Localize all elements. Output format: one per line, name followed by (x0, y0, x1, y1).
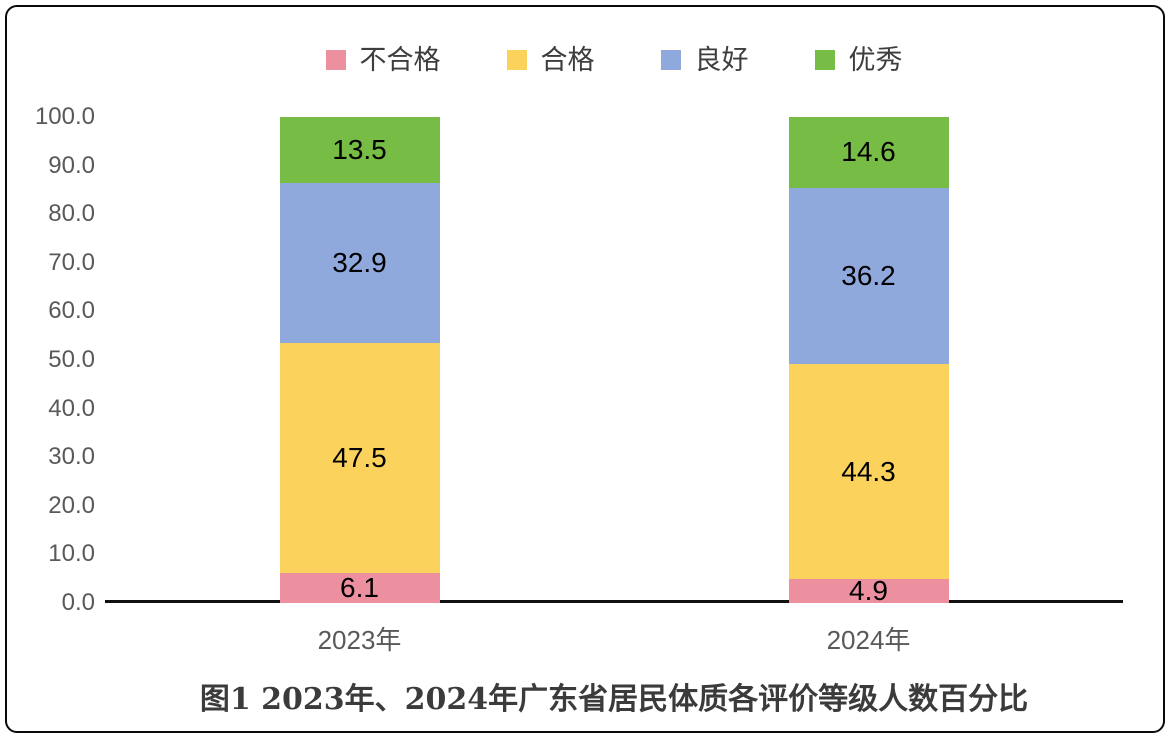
bar-value-label: 32.9 (332, 246, 387, 278)
bar-segment: 36.2 (788, 187, 949, 364)
x-axis-category-label: 2023年 (317, 625, 402, 655)
bar-segment: 32.9 (279, 182, 440, 343)
y-axis-tick-label: 10.0 (48, 540, 95, 568)
bar-segment: 6.1 (279, 572, 440, 604)
legend-item: 优秀 (814, 44, 903, 76)
y-axis-tick-label: 0.0 (61, 589, 95, 616)
chart-title: 图1 2023年、2024年广东省居民体质各评价等级人数百分比 (199, 682, 1029, 717)
y-axis-tick-label: 40.0 (48, 394, 95, 422)
legend-label: 合格 (540, 44, 595, 76)
y-axis-tick-label: 100.0 (34, 103, 95, 130)
bar-value-label: 4.9 (849, 575, 888, 607)
legend-item: 良好 (660, 44, 749, 76)
bar-segment: 44.3 (788, 363, 949, 580)
legend-label: 不合格 (359, 44, 441, 76)
figure-border (5, 5, 1165, 733)
legend-swatch-icon (325, 50, 346, 70)
x-axis-line (105, 600, 1123, 603)
y-axis-tick-label: 70.0 (48, 248, 95, 276)
legend-swatch-icon (814, 50, 835, 70)
x-axis-category-label: 2024年 (826, 625, 911, 655)
legend-swatch-icon (506, 50, 527, 70)
bar-value-label: 14.6 (841, 136, 896, 168)
bar-segment: 14.6 (788, 117, 949, 188)
legend-label: 良好 (694, 44, 749, 76)
bar-segment: 13.5 (279, 117, 440, 183)
bar-value-label: 47.5 (332, 441, 387, 473)
legend: 不合格 合格 良好 优秀 (105, 40, 1123, 80)
legend-item: 合格 (506, 44, 595, 76)
y-axis-tick-label: 90.0 (48, 151, 95, 179)
y-axis-tick-label: 30.0 (48, 443, 95, 471)
legend-item: 不合格 (325, 44, 441, 76)
legend-swatch-icon (660, 50, 681, 70)
bar-segment: 4.9 (788, 575, 949, 607)
y-axis-tick-label: 50.0 (48, 346, 95, 373)
bar-segment: 47.5 (279, 342, 440, 574)
bar-value-label: 44.3 (841, 455, 896, 487)
bar-value-label: 36.2 (841, 259, 896, 291)
bar-value-label: 6.1 (340, 572, 379, 604)
y-axis-tick-label: 20.0 (48, 491, 95, 519)
bar-value-label: 13.5 (332, 133, 387, 165)
y-axis-tick-label: 60.0 (48, 297, 95, 325)
legend-label: 优秀 (848, 44, 903, 76)
y-axis-tick-label: 80.0 (48, 200, 95, 228)
